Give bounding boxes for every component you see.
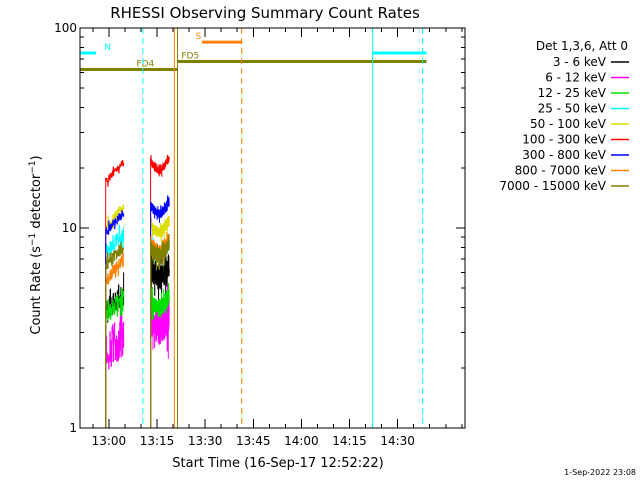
chart-title: RHESSI Observing Summary Count Rates bbox=[110, 4, 420, 22]
series-6 bbox=[105, 195, 170, 428]
data-layer bbox=[105, 154, 170, 428]
y-tick-label-0: 1 bbox=[69, 421, 77, 435]
series-line-8-seg1 bbox=[150, 234, 170, 428]
legend-label-6: 300 - 800 keV bbox=[522, 148, 606, 162]
x-axis-label: Start Time (16-Sep-17 12:52:22) bbox=[172, 456, 383, 471]
marker-label-0: N bbox=[104, 43, 111, 53]
series-line-2-seg1 bbox=[150, 283, 170, 428]
y-axis-label-main: Count Rate (s bbox=[29, 246, 44, 335]
y-axis-label-mid: detector bbox=[29, 173, 44, 233]
legend-label-2: 12 - 25 keV bbox=[538, 86, 607, 100]
y-axis-label-sup1: −1 bbox=[28, 233, 38, 246]
legend-label-3: 25 - 50 keV bbox=[538, 102, 607, 116]
marker-label-4: FD5 bbox=[181, 51, 199, 61]
x-tick-label-5: 14:15 bbox=[332, 434, 367, 448]
series-line-6-seg1 bbox=[150, 195, 170, 428]
x-tick-label-2: 13:30 bbox=[188, 434, 223, 448]
series-line-8-seg0 bbox=[105, 241, 125, 428]
x-tick-label-1: 13:15 bbox=[140, 434, 175, 448]
axis-layer: 1 10 100 13:00 13:15 13:30 13:45 14:00 14:15 14:3… bbox=[54, 21, 466, 448]
y-axis-label-sup2: −1 bbox=[28, 160, 38, 173]
legend-header: Det 1,3,6, Att 0 bbox=[536, 39, 628, 53]
plot-area bbox=[80, 28, 465, 428]
series-2 bbox=[105, 283, 170, 428]
y-axis-label: Count Rate (s−1 detector−1) bbox=[28, 155, 44, 334]
x-tick-label-0: 13:00 bbox=[92, 434, 127, 448]
x-tick-label-3: 13:45 bbox=[236, 434, 271, 448]
x-tick-label-6: 14:30 bbox=[380, 434, 415, 448]
plot-background bbox=[80, 28, 465, 428]
y-tick-label-2: 100 bbox=[54, 21, 77, 35]
series-line-7-seg0 bbox=[105, 252, 125, 428]
legend-label-5: 100 - 300 keV bbox=[522, 133, 606, 147]
footer-date: 1-Sep-2022 23:08 bbox=[564, 468, 636, 477]
series-8 bbox=[105, 234, 170, 428]
legend-label-8: 7000 - 15000 keV bbox=[499, 179, 606, 193]
marker-label-3: FD4 bbox=[136, 60, 154, 70]
series-line-2-seg0 bbox=[105, 287, 125, 428]
marker-label-2: S bbox=[196, 32, 202, 42]
legend-label-7: 800 - 7000 keV bbox=[515, 164, 607, 178]
legend-label-4: 50 - 100 keV bbox=[530, 117, 607, 131]
legend-label-0: 3 - 6 keV bbox=[553, 55, 607, 69]
series-line-5-seg1 bbox=[150, 154, 170, 428]
series-line-6-seg0 bbox=[105, 210, 125, 428]
legend-label-1: 6 - 12 keV bbox=[545, 71, 607, 85]
series-line-1-seg0 bbox=[105, 306, 125, 428]
y-tick-label-1: 10 bbox=[62, 221, 77, 235]
x-tick-label-4: 14:00 bbox=[284, 434, 319, 448]
y-axis-label-end: ) bbox=[29, 155, 44, 160]
series-line-5-seg0 bbox=[105, 160, 125, 428]
series-line-3-seg0 bbox=[105, 224, 125, 428]
series-5 bbox=[105, 154, 170, 428]
series-line-4-seg1 bbox=[150, 216, 170, 428]
